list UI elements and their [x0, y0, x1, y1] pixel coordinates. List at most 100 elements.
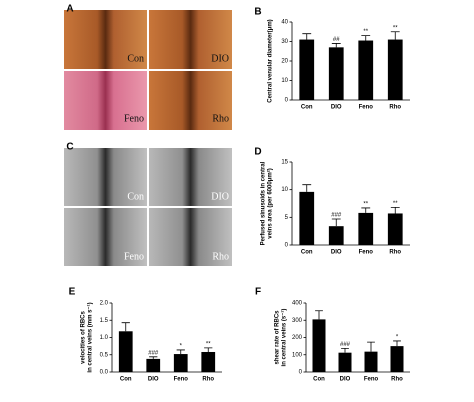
bar [118, 331, 133, 372]
image-label: DIO [211, 191, 229, 202]
x-tick-label: Con [301, 105, 313, 111]
y-axis-label: in central veins (mm s⁻¹) [87, 302, 94, 372]
x-tick-label: Con [301, 250, 313, 256]
error-bar [302, 33, 312, 40]
panel-letter: A [66, 4, 73, 15]
significance-mark: ### [331, 213, 342, 219]
y-tick-label: 20 [281, 59, 288, 65]
significance-mark: * [180, 343, 183, 349]
y-tick-label: 200 [292, 335, 303, 341]
x-tick-label: DIO [340, 377, 351, 383]
image-label: Feno [124, 251, 144, 262]
micrograph-a [64, 10, 232, 130]
error-bar [176, 349, 185, 355]
significance-mark: ** [363, 202, 368, 208]
error-bar [302, 184, 312, 192]
error-bar [204, 347, 213, 352]
significance-mark: ## [333, 37, 340, 43]
x-tick-label: DIO [331, 105, 342, 111]
panel-letter: F [255, 287, 261, 298]
significance-mark: ### [340, 342, 351, 348]
bar [299, 191, 315, 245]
y-axis-label: Central venular diameter(μm) [268, 19, 274, 102]
y-tick-label: 300 [292, 318, 303, 324]
panel-letter: E [69, 287, 76, 298]
x-tick-label: Con [313, 377, 325, 383]
y-tick-label: 40 [281, 20, 288, 26]
x-tick-label: Feno [174, 377, 189, 383]
x-tick-label: Con [120, 377, 132, 383]
image-label: Rho [212, 113, 229, 124]
y-tick-label: 10 [281, 78, 288, 84]
significance-mark: ** [363, 29, 368, 35]
error-bar [390, 206, 400, 214]
bar [358, 40, 374, 100]
bar [364, 351, 378, 372]
error-bar [367, 341, 375, 352]
y-tick-label: 0.0 [100, 370, 109, 376]
error-bar [393, 340, 401, 347]
bar [358, 212, 374, 245]
x-tick-label: DIO [148, 377, 159, 383]
x-tick-label: Feno [359, 105, 374, 111]
x-tick-label: Rho [202, 377, 214, 383]
y-tick-label: 2.0 [100, 301, 109, 307]
x-tick-label: Feno [364, 377, 379, 383]
x-tick-label: DIO [331, 250, 342, 256]
error-bar [331, 43, 341, 48]
y-axis-label: in central veins (s⁻¹) [281, 309, 288, 367]
error-bar [149, 356, 158, 359]
error-bar [121, 322, 130, 332]
significance-mark: ** [393, 25, 398, 31]
y-tick-label: 0 [285, 243, 289, 249]
significance-mark: ** [393, 201, 398, 207]
y-tick-label: 400 [292, 301, 303, 307]
significance-mark: ** [206, 341, 211, 347]
image-label: Feno [124, 113, 144, 124]
bar [201, 351, 216, 372]
bar [390, 346, 404, 372]
y-tick-label: 1.0 [100, 335, 109, 341]
panel-letter: C [66, 142, 73, 153]
y-axis-label: Perfused sinusoids in central [261, 161, 267, 245]
y-tick-label: 10 [281, 187, 288, 193]
bar [338, 352, 352, 372]
y-tick-label: 0 [299, 370, 303, 376]
image-label: Con [127, 191, 144, 202]
y-axis-label: velocities of RBCs [81, 310, 87, 363]
bar [146, 358, 161, 372]
error-bar [390, 31, 400, 40]
error-bar [341, 347, 349, 353]
error-bar [361, 35, 371, 41]
error-bar [315, 310, 323, 320]
x-tick-label: Rho [389, 105, 401, 111]
bar [328, 47, 344, 100]
y-tick-label: 0 [285, 98, 289, 104]
x-tick-label: Feno [359, 250, 374, 256]
error-bar [361, 207, 371, 213]
y-tick-label: 5 [285, 215, 289, 221]
x-tick-label: Rho [391, 377, 403, 383]
bar [173, 354, 188, 372]
panel-letter: B [254, 7, 261, 18]
significance-mark: ### [148, 350, 159, 356]
bar [299, 39, 315, 100]
bar [387, 213, 403, 245]
bar [312, 319, 326, 372]
y-tick-label: 0.5 [100, 352, 109, 358]
image-label: Rho [212, 251, 229, 262]
significance-mark: * [396, 335, 399, 341]
y-tick-label: 100 [292, 352, 303, 358]
y-axis-label: veins area (per 6000μm²) [267, 168, 274, 238]
image-label: Con [127, 53, 144, 64]
panel-letter: D [254, 147, 261, 158]
error-bar [331, 218, 341, 227]
y-tick-label: 30 [281, 39, 288, 45]
x-tick-label: Rho [389, 250, 401, 256]
y-tick-label: 15 [281, 160, 288, 166]
bar [328, 226, 344, 245]
bar [387, 39, 403, 100]
micrograph-c [64, 148, 232, 266]
y-tick-label: 1.5 [100, 318, 109, 324]
